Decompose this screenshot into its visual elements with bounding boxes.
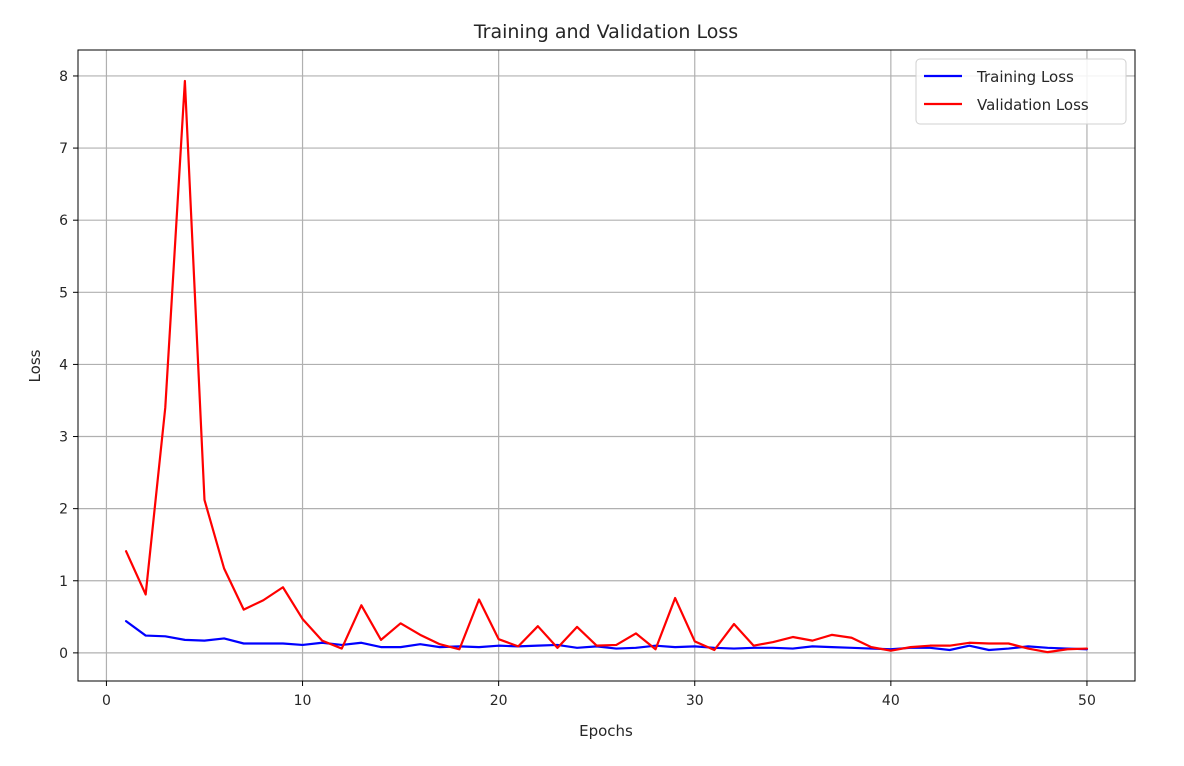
y-tick-label: 4 [59, 357, 68, 373]
x-tick-label: 40 [882, 693, 900, 709]
y-tick-label: 2 [59, 502, 68, 518]
y-tick-label: 8 [59, 69, 68, 85]
ticks: 0 10 20 30 40 50 0 1 2 3 4 5 6 7 8 [59, 69, 1096, 709]
y-axis-label: Loss [26, 349, 44, 382]
legend-label-validation: Validation Loss [977, 96, 1089, 114]
x-tick-label: 30 [686, 693, 704, 709]
series-line-training [124, 620, 1089, 652]
x-tick-label: 50 [1078, 693, 1096, 709]
x-axis-label: Epochs [579, 722, 633, 740]
y-tick-label: 5 [59, 285, 68, 301]
plot-frame [77, 49, 1136, 682]
grid [78, 50, 1135, 681]
series-layer [124, 79, 1089, 654]
series-line-validation [124, 79, 1089, 654]
x-tick-label: 0 [102, 693, 111, 709]
legend: Training Loss Validation Loss [915, 58, 1127, 125]
y-tick-label: 6 [59, 213, 68, 229]
y-tick-label: 0 [59, 646, 68, 662]
x-tick-label: 20 [490, 693, 508, 709]
chart-title: Training and Validation Loss [473, 21, 738, 43]
legend-box [915, 58, 1127, 125]
legend-label-training: Training Loss [976, 68, 1074, 86]
y-tick-label: 7 [59, 141, 68, 157]
y-tick-label: 1 [59, 574, 68, 590]
x-tick-label: 10 [294, 693, 312, 709]
y-tick-label: 3 [59, 430, 68, 446]
